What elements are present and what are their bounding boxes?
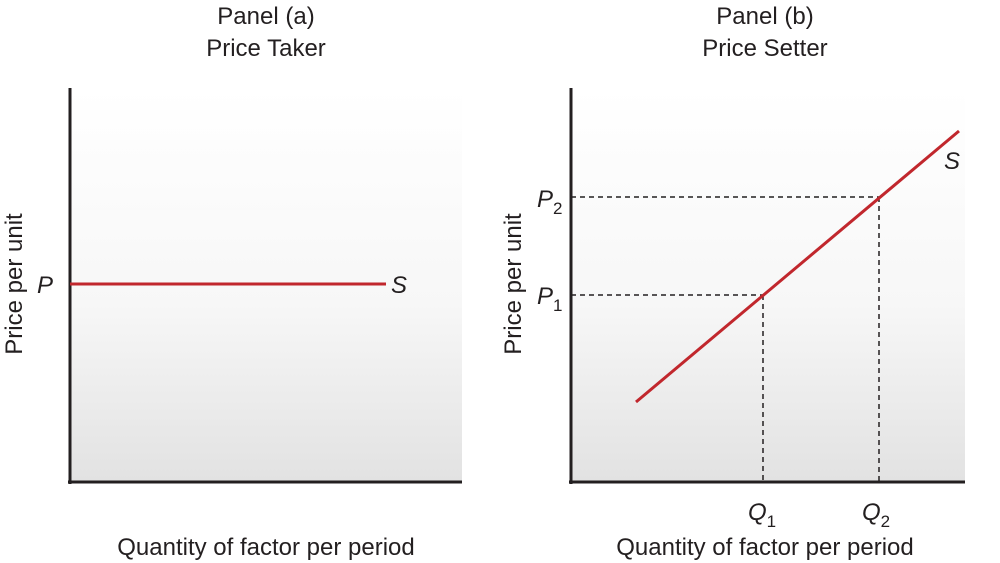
panel-b-y-axis-label: Price per unit [500,213,527,355]
panel-b-x-axis-label: Quantity of factor per period [616,534,914,561]
panel-b-q1-label: Q1 [748,499,776,531]
panel-b-title-line2: Price Setter [702,35,827,62]
panel-b-plot-area [571,88,965,482]
panel-a-title-line2: Price Taker [206,35,326,62]
panel-a: Panel (a) Price Taker P S Price per unit… [1,3,462,561]
panel-b-curve-label: S [944,148,960,175]
panel-a-price-label: P [37,272,53,299]
panel-a-curve-label: S [391,272,407,299]
panel-b-p2-label: P2 [537,186,562,218]
panel-a-x-axis-label: Quantity of factor per period [117,534,415,561]
panel-a-y-axis-label: Price per unit [1,213,28,355]
panel-b-title-line1: Panel (b) [716,3,813,30]
panel-b: Panel (b) Price Setter S P2 P1 Q1 Q2 Pri… [500,3,965,561]
panel-b-p1-label: P1 [537,283,562,315]
panel-b-q2-label: Q2 [862,499,890,531]
panel-a-title-line1: Panel (a) [217,3,314,30]
panel-b-supply-curve [635,129,960,404]
